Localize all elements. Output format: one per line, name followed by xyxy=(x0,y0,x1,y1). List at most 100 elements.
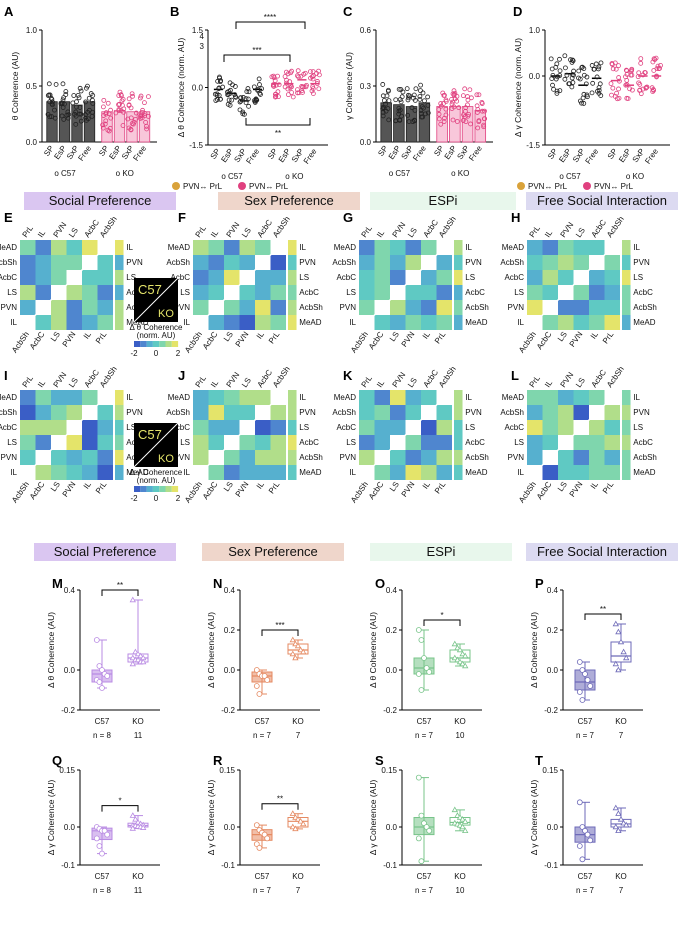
heatmap-cell xyxy=(542,285,558,300)
region-left-label: IL xyxy=(183,468,190,477)
heatmap-side-cell xyxy=(622,315,631,330)
legend-theta-title: Δ θ Coherence xyxy=(130,323,183,332)
data-point xyxy=(304,82,309,88)
region-top-label: IL xyxy=(543,378,555,389)
region-bottom-label: AcbC xyxy=(201,330,220,351)
region-bottom-label: PrL xyxy=(601,480,616,496)
legend-theta-colorbar xyxy=(152,341,160,347)
heatmap-cell xyxy=(405,405,421,420)
data-point xyxy=(393,118,398,124)
data-point xyxy=(418,82,424,88)
heatmap-cell xyxy=(82,240,98,255)
region-left-label: MeAD xyxy=(334,243,356,252)
header-free-social-interaction-2: Free Social Interaction xyxy=(526,543,678,561)
heatmap-side-cell xyxy=(454,255,463,270)
sig-stars: ** xyxy=(275,129,281,138)
data-point xyxy=(405,97,411,103)
heatmap-side-cell xyxy=(622,255,631,270)
region-bottom-label: AcbSh xyxy=(517,480,538,504)
y-tick-label: 3 xyxy=(200,42,205,51)
data-point xyxy=(101,97,107,103)
x-tick-label: Free xyxy=(411,144,428,163)
data-point xyxy=(550,82,555,88)
data-point xyxy=(284,80,289,86)
data-point xyxy=(467,87,473,93)
data-point xyxy=(443,106,449,112)
heatmap-cell xyxy=(374,465,390,480)
region-right-label: PVN xyxy=(299,258,316,267)
data-point xyxy=(554,74,560,80)
bar xyxy=(83,101,96,143)
data-point xyxy=(620,819,627,826)
x-category-label: KO xyxy=(615,872,627,881)
legend-gamma-tick: -2 xyxy=(130,494,138,503)
data-point xyxy=(144,126,150,132)
region-top-label: LS xyxy=(67,376,80,389)
y-tick-label: 0.0 xyxy=(192,84,204,93)
y-tick-label: 0.4 xyxy=(64,586,76,595)
heatmap-side-cell xyxy=(115,240,124,255)
data-point xyxy=(102,121,108,127)
legend-theta-colorbar xyxy=(159,341,166,347)
legend-gamma-colorbar xyxy=(152,486,160,492)
heatmap-cell xyxy=(97,285,113,300)
legend-ko: o KO xyxy=(116,169,134,178)
data-point xyxy=(436,111,442,117)
data-point xyxy=(451,640,458,647)
data-point xyxy=(99,667,105,673)
data-point xyxy=(595,88,600,94)
region-left-label: PVN xyxy=(340,453,357,462)
heatmap-cell xyxy=(66,390,82,405)
heatmap-cell xyxy=(208,240,224,255)
data-point xyxy=(119,98,125,104)
y-tick-label: -0.1 xyxy=(221,861,235,870)
region-right-label: MeAD xyxy=(299,468,321,477)
heatmap-cell xyxy=(239,285,255,300)
y-tick-label: 0.15 xyxy=(381,766,397,775)
panel-letter-S: S xyxy=(375,753,384,768)
x-tick-label: Free xyxy=(76,144,93,163)
y-tick-label: 0.0 xyxy=(386,823,398,832)
heatmap-cell xyxy=(573,285,589,300)
y-tick-label: -1.5 xyxy=(526,141,540,150)
region-bottom-label: PrL xyxy=(267,330,282,346)
heatmap-cell xyxy=(20,285,36,300)
heatmap-side-cell xyxy=(115,315,124,330)
region-right-label: LS xyxy=(633,423,643,432)
region-bottom-label: PVN xyxy=(61,330,78,349)
n-label: 7 xyxy=(619,731,624,740)
data-point xyxy=(418,88,423,94)
data-point xyxy=(60,81,66,87)
y-tick-label: 0.4 xyxy=(224,586,236,595)
data-point xyxy=(139,115,145,121)
data-point xyxy=(465,97,471,103)
region-bottom-label: PrL xyxy=(94,330,109,346)
data-point xyxy=(311,73,316,79)
data-point xyxy=(459,815,466,822)
heatmap-cell xyxy=(193,270,209,285)
sig-stars: * xyxy=(440,611,443,620)
region-right-label: IL xyxy=(465,393,472,402)
legend-theta-diag xyxy=(133,277,179,323)
heatmap-cell xyxy=(589,285,605,300)
data-point xyxy=(393,97,399,103)
data-point xyxy=(396,108,402,114)
data-point xyxy=(85,109,91,115)
region-right-label: AcbSh xyxy=(465,303,489,312)
data-point xyxy=(612,804,619,811)
heatmap-cell xyxy=(224,405,240,420)
heatmap-cell xyxy=(97,420,113,435)
data-point xyxy=(443,97,449,103)
heatmap-cell xyxy=(255,315,271,330)
legend-gamma-tick: 0 xyxy=(154,494,159,503)
region-left-label: AcbSh xyxy=(500,408,524,417)
data-point xyxy=(73,121,79,127)
data-point xyxy=(104,673,111,679)
heatmap-cell xyxy=(405,390,421,405)
data-point xyxy=(576,689,583,695)
y-axis-label: Δ θ Coherence (AU) xyxy=(46,612,56,688)
region-bottom-label: AcbC xyxy=(367,480,386,501)
data-point xyxy=(451,92,457,97)
data-point xyxy=(297,817,304,824)
data-point xyxy=(217,96,223,102)
